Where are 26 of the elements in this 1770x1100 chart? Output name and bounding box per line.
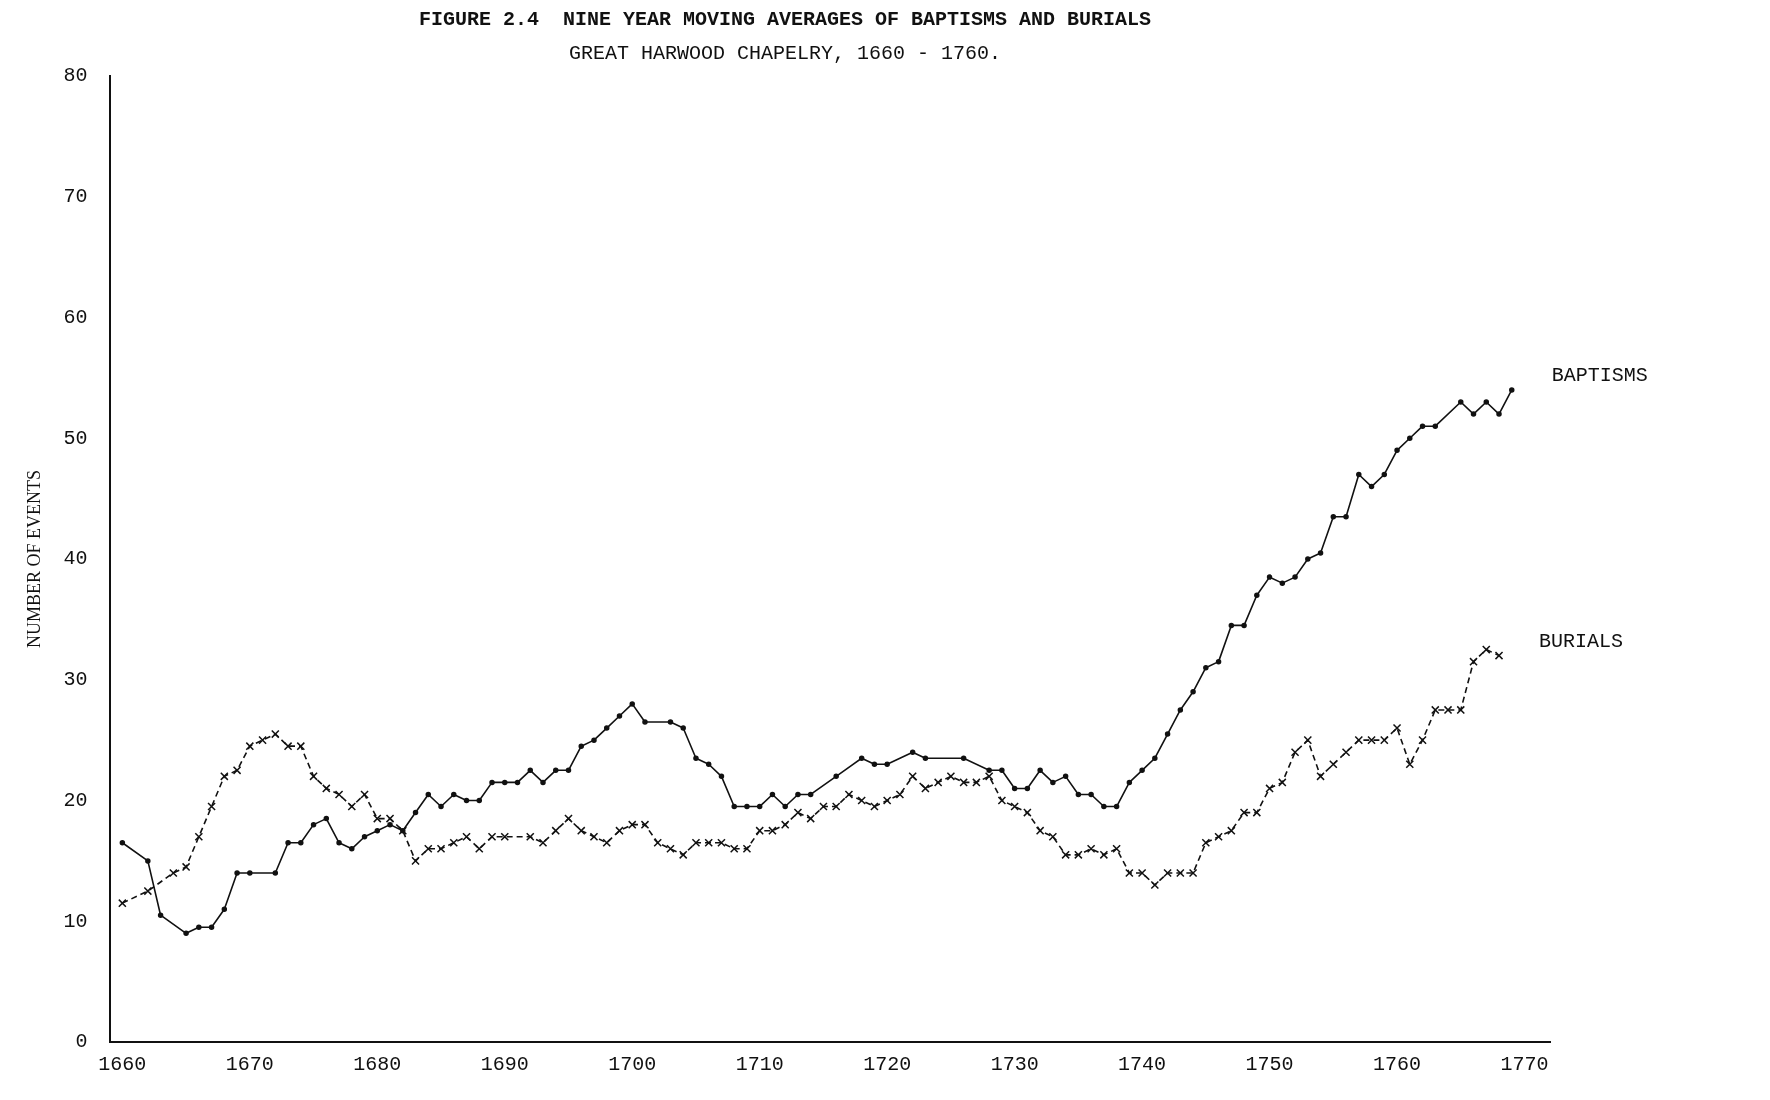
y-tick-label: 20 — [63, 788, 88, 812]
x-tick-label: 1750 — [1245, 1053, 1294, 1077]
y-tick-label: 50 — [63, 426, 88, 450]
chart-subtitle: GREAT HARWOOD CHAPELRY, 1660 - 1760. — [568, 42, 1002, 66]
chart-title: FIGURE 2.4 NINE YEAR MOVING AVERAGES OF BAPTISMS AND BURIALS — [418, 8, 1152, 32]
y-tick-label: 60 — [63, 305, 88, 329]
y-tick-label: 0 — [75, 1030, 88, 1054]
x-tick-label: 1710 — [735, 1053, 784, 1077]
x-tick-label: 1720 — [863, 1053, 912, 1077]
y-tick-label: 70 — [63, 185, 88, 209]
text: BAPTISMS — [1551, 364, 1648, 388]
x-tick-label: 1730 — [990, 1053, 1039, 1077]
x-tick-label: 1680 — [353, 1053, 402, 1077]
y-tick-label: 30 — [63, 668, 88, 692]
x-tick-label: 1740 — [1118, 1053, 1167, 1077]
x-tick-label: 1770 — [1500, 1053, 1549, 1077]
series-label: BURIALS — [1539, 629, 1624, 653]
x-tick-label: 1690 — [480, 1053, 529, 1077]
x-tick-label: 1700 — [608, 1053, 657, 1077]
y-tick-label: 40 — [63, 547, 88, 571]
x-tick-label: 1760 — [1373, 1053, 1422, 1077]
y-tick-label: 10 — [63, 909, 88, 933]
x-tick-label: 1670 — [225, 1053, 274, 1077]
y-tick-label: 80 — [63, 64, 88, 88]
y-axis-title: NUMBER OF EVENTS — [23, 469, 44, 649]
x-tick-label: 1660 — [98, 1053, 147, 1077]
